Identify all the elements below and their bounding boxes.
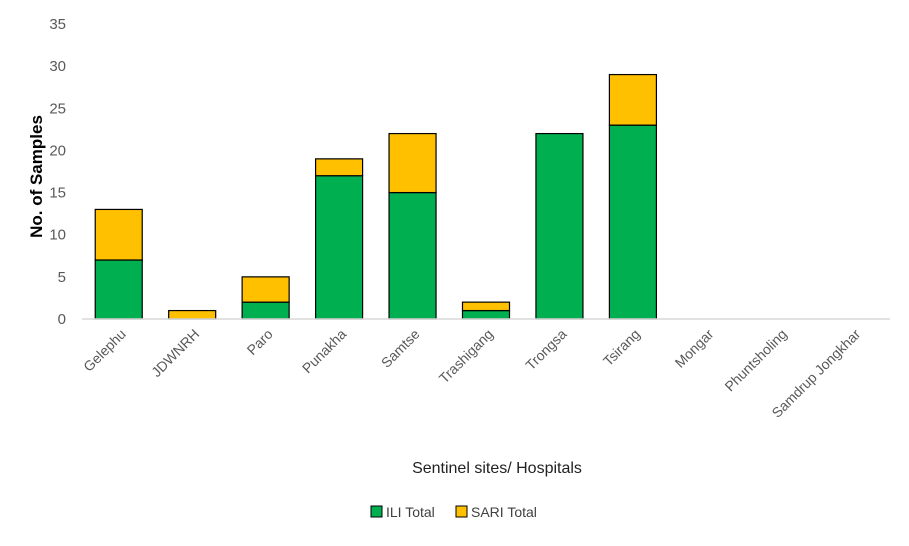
legend-label-sari: SARI Total: [471, 504, 537, 520]
bar-segment-sari: [388, 132, 437, 194]
bar-segment-ili: [535, 132, 584, 320]
x-tick-label: Mongar: [672, 326, 717, 371]
x-tick-label: Phuntsholing: [721, 326, 790, 395]
legend-swatch-sari: [455, 505, 468, 518]
x-tick-label: Paro: [244, 326, 276, 358]
y-tick-label: 15: [49, 185, 66, 202]
x-tick-label: Trongsa: [522, 326, 569, 373]
y-axis-ticks: 0 5 10 15 20 25 30 35: [49, 16, 66, 328]
y-tick-label: 10: [49, 227, 66, 244]
x-tick-label: Trashigang: [436, 326, 496, 386]
x-tick-label: Punakha: [299, 326, 350, 377]
y-tick-label: 30: [49, 58, 66, 75]
bar-segment-sari: [94, 208, 143, 261]
x-axis-ticks: Gelephu JDWNRH Paro Punakha Samtse Trashigang…: [80, 326, 864, 421]
y-tick-label: 5: [58, 269, 66, 286]
x-tick-label: Tsirang: [600, 326, 643, 369]
x-axis-title: Sentinel sites/ Hospitals: [412, 460, 582, 477]
bar-segment-sari: [608, 73, 658, 126]
y-axis-title: No. of Samples: [27, 115, 46, 238]
x-tick-label: JDWNRH: [148, 326, 202, 380]
x-tick-label: Samtse: [378, 326, 423, 371]
bar-segment-ili: [314, 175, 364, 320]
legend-label-ili: ILI Total: [386, 504, 435, 520]
bar-segment-sari: [314, 158, 364, 177]
y-tick-label: 25: [49, 100, 66, 117]
bar-segment-ili: [241, 301, 290, 320]
y-tick-label: 0: [58, 311, 66, 328]
bar-segment-ili: [608, 124, 658, 320]
x-tick-label: Gelephu: [80, 326, 129, 375]
legend-swatch-ili: [370, 505, 383, 518]
bar-segment-sari: [461, 301, 511, 312]
bar-segment-sari: [241, 276, 290, 303]
bar-segment-ili: [388, 191, 437, 320]
y-tick-label: 20: [49, 142, 66, 159]
bar-segment-ili: [461, 309, 511, 320]
bar-segment-sari: [168, 309, 217, 320]
legend: ILI Total SARI Total: [370, 504, 537, 520]
bars: [94, 73, 658, 320]
bar-segment-ili: [94, 259, 143, 320]
y-tick-label: 35: [49, 16, 66, 33]
